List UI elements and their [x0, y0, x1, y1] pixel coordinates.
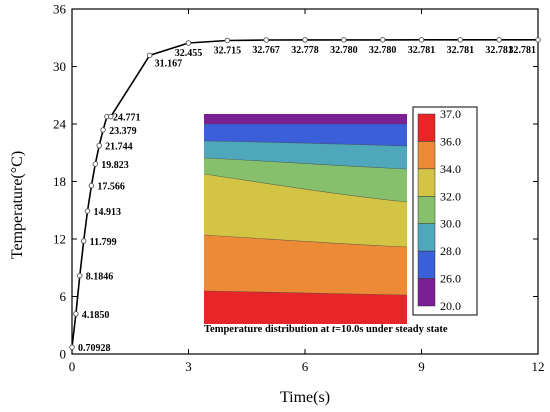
data-label: 0.70928	[78, 343, 111, 354]
data-point	[146, 52, 153, 59]
colorbar-swatch	[417, 278, 436, 307]
data-label: 32.781	[447, 45, 475, 56]
y-tick-label: 6	[60, 289, 67, 304]
inset-caption: Temperature distribution at t=10.0s unde…	[204, 324, 448, 335]
y-tick-label: 0	[60, 347, 67, 362]
x-tick-label: 6	[302, 359, 309, 374]
colorbar-swatch	[417, 223, 436, 252]
y-tick-label: 12	[53, 232, 66, 247]
x-tick-label: 3	[185, 359, 192, 374]
colorbar-swatch	[417, 196, 436, 224]
colorbar-label: 36.0	[440, 134, 461, 148]
data-label: 32.781	[485, 45, 513, 56]
contour-band	[204, 291, 407, 324]
y-tick-label: 36	[53, 2, 67, 17]
data-label: 32.778	[291, 45, 319, 56]
colorbar-label: 34.0	[440, 162, 461, 176]
y-axis-title: Temperature(°C)	[9, 151, 26, 259]
data-point	[80, 238, 87, 244]
data-point	[341, 37, 347, 43]
data-label: 32.780	[330, 45, 358, 56]
data-point	[263, 37, 269, 43]
data-label: 32.780	[369, 45, 397, 56]
axes-labels: Time(s) Temperature(°C)	[9, 151, 330, 406]
colorbar-label: 30.0	[440, 217, 461, 231]
data-point	[88, 182, 95, 189]
data-point	[96, 142, 102, 149]
y-tick-label: 24	[53, 117, 67, 132]
colorbar: 37.0 36.0 34.0 32.0 30.0 28.0 26.0 20.0	[412, 106, 478, 316]
data-label: 19.823	[101, 160, 129, 171]
x-tick-label: 12	[532, 359, 545, 374]
colorbar-swatch	[417, 168, 436, 197]
contour-line	[203, 140, 408, 147]
colorbar-swatch	[417, 250, 436, 279]
y-tick-label: 30	[53, 59, 66, 74]
colorbar-label: 37.0	[440, 107, 461, 121]
data-point	[73, 311, 79, 317]
data-label: 32.781	[408, 45, 436, 56]
data-label: 24.771	[113, 113, 141, 124]
data-point	[379, 37, 386, 43]
data-label: 23.379	[109, 126, 137, 137]
data-label: 11.799	[90, 237, 117, 248]
colorbar-label: 20.0	[440, 299, 461, 313]
data-label: 8.1846	[86, 272, 114, 283]
colorbar-label: 28.0	[440, 244, 461, 258]
colorbar-label: 32.0	[440, 189, 461, 203]
colorbar-swatch	[417, 113, 436, 142]
data-point	[224, 37, 231, 44]
data-point	[100, 127, 106, 133]
contour-line	[203, 234, 408, 248]
data-point	[108, 113, 114, 120]
data-label: 32.455	[175, 48, 203, 59]
data-point	[69, 344, 75, 350]
data-label: 17.566	[97, 182, 125, 193]
inset-contour-panel: 37.0 36.0 34.0 32.0 30.0 28.0 26.0 20.0 Tempera…	[203, 106, 478, 335]
x-tick-label: 0	[69, 359, 76, 374]
data-point	[418, 37, 425, 43]
x-tick-label: 9	[418, 359, 425, 374]
data-label: 14.913	[94, 207, 122, 218]
data-label: 4.1850	[82, 310, 110, 321]
contour-line	[203, 173, 408, 203]
data-label: 32.781	[509, 45, 537, 56]
data-point	[84, 208, 91, 214]
data-label: 21.744	[105, 142, 133, 153]
y-tick-label: 18	[53, 174, 66, 189]
data-point	[535, 37, 541, 43]
data-point	[496, 37, 502, 43]
data-point	[77, 272, 83, 279]
data-label: 31.167	[155, 58, 183, 69]
contour-line	[203, 290, 408, 296]
data-point	[302, 37, 308, 43]
data-label: 32.715	[214, 45, 242, 56]
colorbar-label: 26.0	[440, 272, 461, 286]
contour-line	[203, 157, 408, 170]
contour-plot	[203, 114, 408, 324]
data-point	[457, 37, 464, 43]
colorbar-swatch	[417, 141, 436, 170]
x-axis-title: Time(s)	[280, 389, 330, 406]
data-point	[92, 161, 99, 167]
series-layer: 0.70928 4.1850 8.1846 11.799 14.913 17.566 19.…	[69, 37, 541, 354]
data-label: 32.767	[252, 45, 280, 56]
data-point	[185, 40, 192, 46]
series-line	[71, 38, 538, 348]
